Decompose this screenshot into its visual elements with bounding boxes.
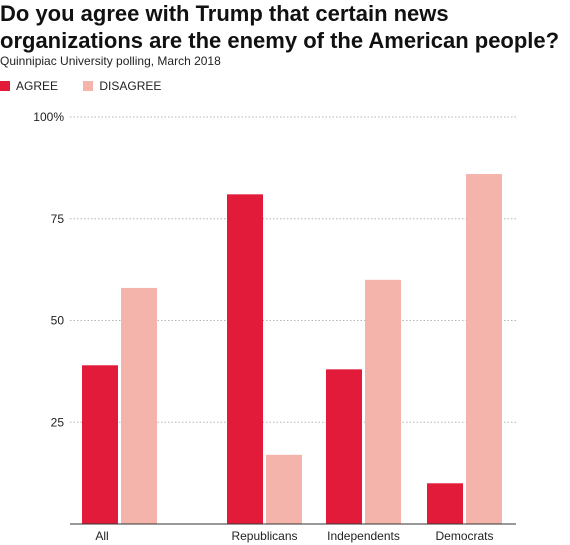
- legend-swatch-disagree: [83, 81, 94, 91]
- y-tick-label: 75: [51, 212, 65, 226]
- bar-agree-independents: [326, 369, 362, 524]
- x-tick-label: Democrats: [435, 529, 493, 543]
- chart-title: Do you agree with Trump that certain new…: [0, 1, 560, 53]
- legend-item-agree: AGREE: [0, 79, 58, 93]
- y-tick-label: 50: [51, 314, 65, 328]
- legend-label-disagree: DISAGREE: [99, 79, 162, 93]
- chart-subtitle: Quinnipiac University polling, March 201…: [0, 54, 221, 68]
- bar-chart: 25 50 75 100% All Republicans Independents Demo…: [33, 110, 516, 543]
- bar-agree-democrats: [427, 483, 463, 524]
- bar-disagree-independents: [365, 279, 401, 524]
- x-tick-label: All: [95, 529, 108, 543]
- y-tick-label: 25: [51, 415, 65, 429]
- legend-item-disagree: DISAGREE: [83, 79, 161, 93]
- bar-agree-all: [82, 365, 118, 524]
- legend: AGREE DISAGREE: [0, 79, 183, 94]
- bar-disagree-all: [121, 287, 157, 524]
- bar-disagree-republicans: [266, 454, 302, 524]
- legend-swatch-agree: [0, 81, 10, 91]
- bar-agree-republicans: [227, 194, 263, 524]
- legend-label-agree: AGREE: [16, 79, 59, 93]
- y-tick-label: 100%: [33, 110, 64, 124]
- x-tick-label: Republicans: [231, 529, 297, 543]
- x-tick-label: Independents: [327, 529, 400, 543]
- bar-disagree-democrats: [466, 173, 502, 524]
